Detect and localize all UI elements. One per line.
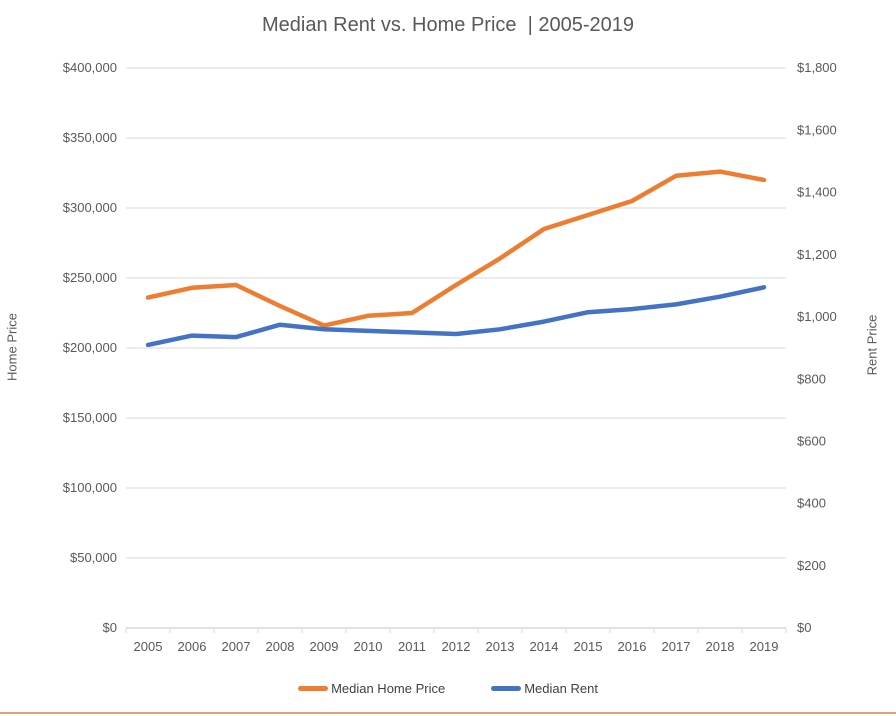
right-axis-tick-label: $600 bbox=[797, 433, 826, 448]
x-axis-label: 2017 bbox=[662, 639, 691, 654]
legend-item-home-price: Median Home Price bbox=[298, 681, 445, 696]
rent-line-swatch-icon bbox=[491, 686, 522, 691]
x-axis-label: 2005 bbox=[134, 639, 163, 654]
chart-title: Median Rent vs. Home Price | 2005-2019 bbox=[261, 14, 635, 36]
x-axis-label: 2014 bbox=[530, 639, 559, 654]
legend-label-home-price: Median Home Price bbox=[331, 681, 446, 696]
right-axis-tick-label: $400 bbox=[797, 496, 826, 511]
x-axis-label: 2013 bbox=[486, 639, 515, 654]
left-axis-tick-label: $200,000 bbox=[63, 340, 117, 355]
x-axis-label: 2008 bbox=[266, 639, 295, 654]
left-axis-tick-label: $250,000 bbox=[63, 270, 117, 285]
series-line-median-rent bbox=[145, 285, 767, 348]
x-axis-label: 2010 bbox=[354, 639, 383, 654]
x-axis-label: 2011 bbox=[398, 639, 426, 654]
right-axis-tick-label: $1,400 bbox=[797, 185, 837, 200]
chart-legend: Median Home Price Median Rent bbox=[0, 681, 896, 696]
x-axis-label: 2007 bbox=[222, 639, 251, 654]
left-axis-tick-label: $0 bbox=[103, 620, 117, 635]
left-axis-title-label: Home Price bbox=[4, 313, 20, 381]
right-axis-tick-label: $1,200 bbox=[797, 247, 837, 262]
legend-label-rent: Median Rent bbox=[524, 681, 598, 696]
x-axis-label: 2012 bbox=[442, 639, 471, 654]
right-axis-title-label: Rent Price bbox=[864, 314, 880, 376]
left-axis-tick-label: $100,000 bbox=[63, 480, 117, 495]
left-axis-title: Home Price bbox=[5, 279, 27, 381]
x-axis-label: 2009 bbox=[310, 639, 339, 654]
right-axis-tick-label: $1,000 bbox=[797, 309, 837, 324]
right-axis-tick-label: $1,600 bbox=[797, 122, 837, 137]
x-axis-label: 2016 bbox=[618, 639, 647, 654]
x-axis-label: 2006 bbox=[178, 639, 207, 654]
x-axis-label: 2019 bbox=[750, 639, 779, 654]
legend-item-rent: Median Rent bbox=[491, 681, 598, 696]
page-bottom-border bbox=[0, 712, 896, 714]
home-price-line-swatch-icon bbox=[298, 686, 329, 691]
right-axis-tick-label: $0 bbox=[797, 620, 811, 635]
x-axis-label: 2018 bbox=[706, 639, 735, 654]
right-axis-tick-label: $1,800 bbox=[797, 60, 837, 75]
right-axis-tick-label: $200 bbox=[797, 558, 826, 573]
left-axis-tick-label: $400,000 bbox=[63, 60, 117, 75]
left-axis-tick-label: $300,000 bbox=[63, 200, 117, 215]
x-axis-label: 2015 bbox=[574, 639, 603, 654]
left-axis-tick-label: $350,000 bbox=[63, 130, 117, 145]
left-axis-tick-label: $50,000 bbox=[70, 550, 117, 565]
right-axis-tick-label: $800 bbox=[797, 371, 826, 386]
right-axis-title: Rent Price bbox=[865, 284, 887, 376]
series-line-median-home-price bbox=[145, 169, 767, 328]
left-axis-tick-label: $150,000 bbox=[63, 410, 117, 425]
